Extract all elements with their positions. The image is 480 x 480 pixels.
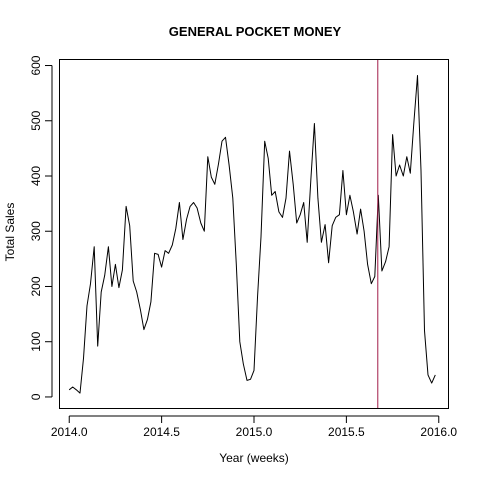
plot-area-frame [59,59,449,409]
x-tick-label: 2014.0 [51,425,88,439]
y-tick-label: 600 [29,55,43,75]
x-tick-label: 2015.5 [328,425,365,439]
y-tick-label: 200 [29,276,43,296]
y-tick-label: 100 [29,331,43,351]
x-tick-label: 2014.5 [143,425,180,439]
y-tick-label: 0 [29,393,43,400]
y-axis-label: Total Sales [3,203,17,262]
series-layer [68,60,436,408]
y-axis: 0 100 200 300 400 500 600 [29,55,53,400]
chart-title: GENERAL POCKET MONEY [169,24,342,39]
series-line [68,75,436,394]
x-tick-label: 2015.0 [236,425,273,439]
x-axis-label: Year (weeks) [219,451,289,465]
y-tick-label: 400 [29,166,43,186]
x-axis: 2014.0 2014.5 2015.0 2015.5 2016.0 [51,415,457,439]
y-tick-label: 500 [29,110,43,130]
y-tick-label: 300 [29,221,43,241]
x-tick-label: 2016.0 [420,425,457,439]
